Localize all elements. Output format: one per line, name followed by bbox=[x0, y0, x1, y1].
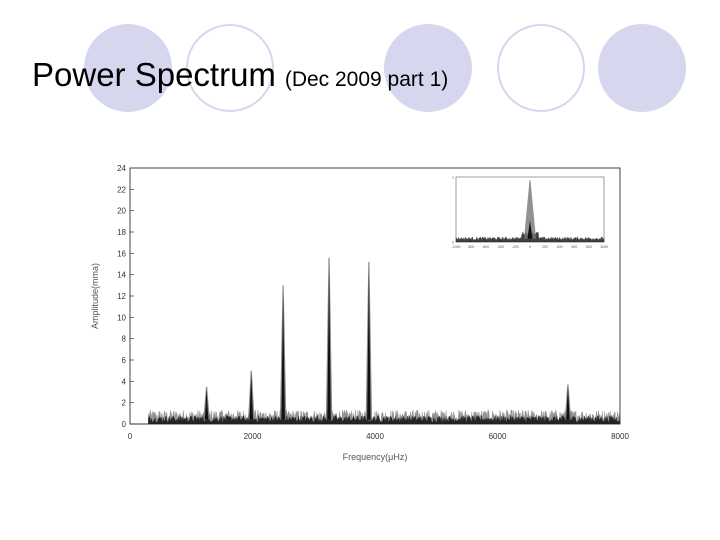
inset-peak bbox=[527, 220, 533, 239]
y-tick-label: 2 bbox=[122, 399, 127, 408]
y-tick-label: 16 bbox=[117, 249, 126, 258]
inset-x-tick-label: 800 bbox=[586, 245, 592, 249]
decorative-circle-1 bbox=[84, 24, 172, 112]
y-tick-label: 12 bbox=[117, 292, 126, 301]
inset-x-tick-label: -600 bbox=[482, 245, 489, 249]
y-tick-label: 20 bbox=[117, 207, 126, 216]
spectral-peak bbox=[249, 373, 254, 420]
y-tick-label: 22 bbox=[117, 185, 126, 194]
y-tick-label: 24 bbox=[117, 164, 126, 173]
x-tick-label: 6000 bbox=[489, 432, 507, 441]
y-tick-label: 18 bbox=[117, 228, 126, 237]
y-axis-label: Amplitude(mma) bbox=[90, 263, 100, 329]
slide-title-sub: (Dec 2009 part 1) bbox=[284, 68, 449, 91]
inset-peak-band bbox=[524, 180, 536, 239]
noise-floor-dark bbox=[130, 415, 621, 425]
x-tick-label: 4000 bbox=[366, 432, 384, 441]
decorative-circle-2 bbox=[384, 24, 472, 112]
x-axis-label: Frequency(μHz) bbox=[343, 452, 408, 462]
inset-x-tick-label: -1000 bbox=[452, 245, 461, 249]
spectral-peak bbox=[327, 267, 331, 420]
spectral-peak bbox=[566, 386, 570, 420]
decorative-ring-1 bbox=[186, 24, 274, 112]
inset-x-tick-label: 200 bbox=[542, 245, 548, 249]
inset-x-tick-label: 400 bbox=[557, 245, 563, 249]
inset-x-tick-label: -400 bbox=[497, 245, 504, 249]
y-tick-label: 6 bbox=[122, 356, 127, 365]
y-tick-label: 8 bbox=[122, 335, 127, 344]
decorative-ring-2 bbox=[497, 24, 585, 112]
inset-x-tick-label: -200 bbox=[512, 245, 519, 249]
inset-x-tick-label: -800 bbox=[467, 245, 474, 249]
y-tick-label: 14 bbox=[117, 271, 126, 280]
y-tick-label: 4 bbox=[122, 377, 127, 386]
x-tick-label: 8000 bbox=[611, 432, 629, 441]
inset-x-tick-label: 600 bbox=[571, 245, 577, 249]
spectral-peak bbox=[367, 271, 371, 420]
spectral-peak bbox=[281, 293, 285, 420]
y-tick-label: 10 bbox=[117, 313, 126, 322]
slide-title-main: Power Spectrum bbox=[32, 56, 276, 93]
y-tick-label: 0 bbox=[122, 420, 127, 429]
x-tick-label: 0 bbox=[128, 432, 133, 441]
inset-y-tick-label: 1 bbox=[452, 176, 454, 180]
x-tick-label: 2000 bbox=[244, 432, 262, 441]
spectral-peak bbox=[204, 388, 209, 420]
inset-plot: -1000 -800 -600 -400 -200 0 200 400 600 800 1000 0 1 bbox=[452, 176, 608, 250]
inset-y-tick-label: 0 bbox=[452, 241, 454, 245]
slide-title: Power Spectrum (Dec 2009 part 1) bbox=[32, 56, 448, 94]
decorative-circle-3 bbox=[598, 24, 686, 112]
inset-x-tick-label: 0 bbox=[529, 245, 531, 249]
inset-x-tick-label: 1000 bbox=[600, 245, 608, 249]
